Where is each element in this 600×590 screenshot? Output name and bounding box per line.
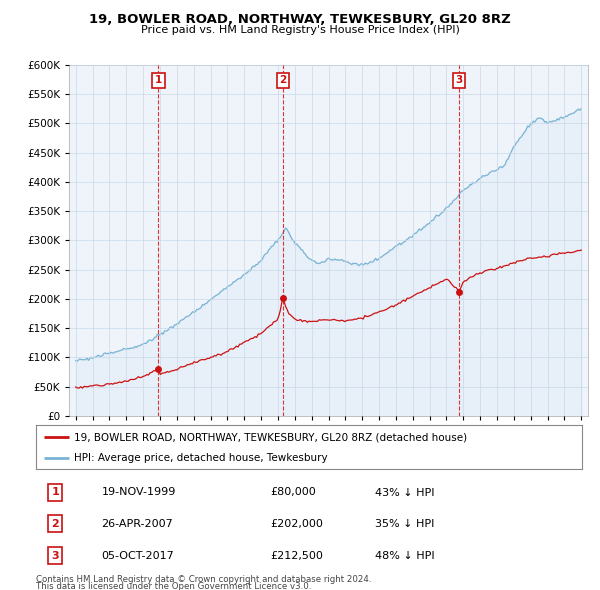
Text: 3: 3 xyxy=(455,76,463,86)
Text: 2: 2 xyxy=(280,76,287,86)
Text: Price paid vs. HM Land Registry's House Price Index (HPI): Price paid vs. HM Land Registry's House … xyxy=(140,25,460,35)
Text: 19, BOWLER ROAD, NORTHWAY, TEWKESBURY, GL20 8RZ (detached house): 19, BOWLER ROAD, NORTHWAY, TEWKESBURY, G… xyxy=(74,432,467,442)
Text: Contains HM Land Registry data © Crown copyright and database right 2024.: Contains HM Land Registry data © Crown c… xyxy=(36,575,371,584)
Text: 48% ↓ HPI: 48% ↓ HPI xyxy=(374,550,434,560)
Text: 1: 1 xyxy=(51,487,59,497)
Text: 19-NOV-1999: 19-NOV-1999 xyxy=(101,487,176,497)
Text: 2: 2 xyxy=(51,519,59,529)
Text: 05-OCT-2017: 05-OCT-2017 xyxy=(101,550,174,560)
Text: 3: 3 xyxy=(51,550,59,560)
Text: 26-APR-2007: 26-APR-2007 xyxy=(101,519,173,529)
Text: HPI: Average price, detached house, Tewkesbury: HPI: Average price, detached house, Tewk… xyxy=(74,453,328,463)
Text: £80,000: £80,000 xyxy=(271,487,317,497)
Text: £212,500: £212,500 xyxy=(271,550,323,560)
Text: £202,000: £202,000 xyxy=(271,519,323,529)
Text: 43% ↓ HPI: 43% ↓ HPI xyxy=(374,487,434,497)
Text: 35% ↓ HPI: 35% ↓ HPI xyxy=(374,519,434,529)
Text: 19, BOWLER ROAD, NORTHWAY, TEWKESBURY, GL20 8RZ: 19, BOWLER ROAD, NORTHWAY, TEWKESBURY, G… xyxy=(89,13,511,26)
Text: This data is licensed under the Open Government Licence v3.0.: This data is licensed under the Open Gov… xyxy=(36,582,311,590)
Text: 1: 1 xyxy=(155,76,162,86)
